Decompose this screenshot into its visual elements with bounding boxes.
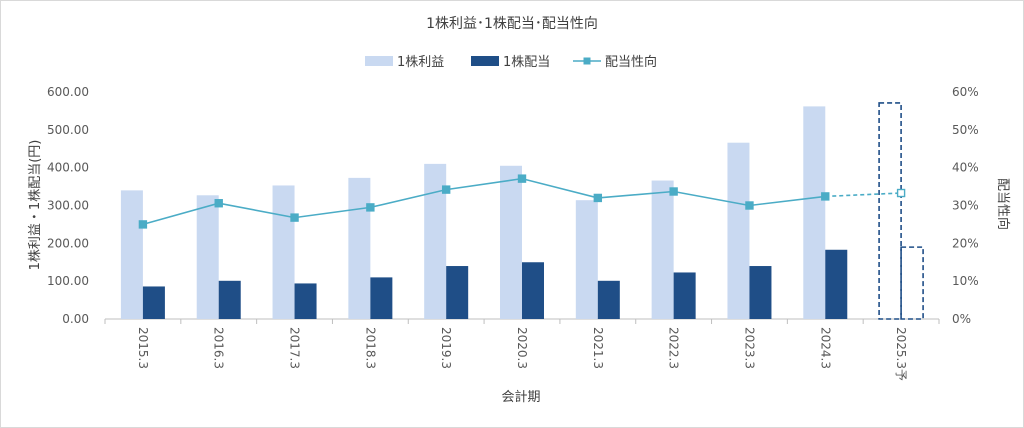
y2-tick-label: 50% [952, 123, 979, 137]
dividend-bar [142, 286, 165, 319]
ratio-forecast-segment [825, 192, 902, 198]
legend-swatch [365, 56, 393, 66]
x-tick-label: 2024.3 [818, 327, 832, 369]
axes [104, 318, 940, 324]
dividend-bar [446, 266, 469, 319]
dividend-bar [294, 283, 317, 319]
x-tick-label: 2025.3予 [894, 327, 908, 381]
eps-bar [348, 177, 371, 319]
dividend-bar [825, 249, 848, 319]
eps-bar [120, 190, 143, 319]
ratio-line [138, 174, 906, 229]
dividend-bar [673, 272, 696, 319]
legend-swatch [471, 56, 499, 66]
y-tick-label: 600.00 [47, 85, 89, 99]
ratio-point [138, 220, 148, 229]
y-tick-label: 0.00 [62, 312, 89, 326]
y2-tick-label: 20% [952, 236, 979, 250]
ratio-point [745, 201, 754, 210]
x-axis-title: 会計期 [501, 389, 540, 405]
dividend-bar [218, 280, 241, 319]
ratio-line-path [142, 177, 826, 226]
ratio-point [366, 203, 375, 212]
x-tick-label: 2016.3 [212, 327, 226, 369]
ratio-point [593, 193, 603, 203]
legend-label: 1株配当 [503, 55, 550, 70]
x-tick-label: 2022.3 [667, 327, 681, 369]
y2-tick-label: 0% [952, 312, 971, 326]
x-tick-label: 2021.3 [591, 327, 605, 369]
ratio-point [441, 185, 451, 194]
x-tick-label: 2019.3 [439, 327, 453, 369]
eps-bar [878, 102, 902, 320]
ratio-point [214, 199, 223, 208]
y-tick-label: 200.00 [47, 236, 89, 250]
y-tick-label: 300.00 [47, 199, 89, 213]
y-tick-label: 400.00 [47, 161, 89, 175]
y-tick-label: 100.00 [47, 274, 89, 288]
dividend-bar [370, 277, 393, 319]
y-tick-label: 500.00 [47, 123, 89, 137]
eps-bar [651, 180, 674, 319]
legend-label: 1株利益 [397, 55, 444, 70]
ratio-point [517, 174, 527, 183]
y2-tick-label: 40% [952, 161, 979, 175]
ratio-point [896, 188, 906, 198]
dividend-bar [900, 246, 924, 320]
dividend-bar [522, 262, 544, 319]
legend: 1株利益 1株配当 配当性向 [365, 54, 657, 70]
dividend-bar [597, 280, 620, 319]
bars [120, 102, 924, 320]
dividend-bar [749, 266, 772, 319]
eps-bar [500, 165, 522, 319]
ratio-point [821, 192, 830, 201]
x-tick-label: 2018.3 [363, 327, 377, 369]
y2-tick-label: 30% [952, 199, 979, 213]
y2-axis-title: 配当性向 [995, 178, 1011, 230]
eps-bar [424, 163, 447, 319]
eps-bar [196, 195, 219, 319]
x-tick-label: 2015.3 [136, 327, 150, 369]
eps-bar [575, 200, 598, 319]
x-tick-label: 2017.3 [288, 327, 302, 369]
legend-marker [583, 57, 591, 65]
y2-tick-label: 60% [952, 85, 979, 99]
chart-title: 1株利益･1株配当･配当性向 [426, 16, 598, 32]
ratio-point [290, 213, 299, 222]
eps-bar [272, 185, 295, 319]
x-tick-label: 2023.3 [742, 327, 756, 369]
legend-label: 配当性向 [605, 54, 657, 70]
tick-labels: 0.00 100.00 200.00 300.00 400.00 500.00 600.00… [47, 85, 979, 381]
ratio-point [669, 187, 678, 196]
x-tick-label: 2020.3 [515, 327, 529, 369]
eps-bar [727, 142, 750, 319]
eps-bar [803, 106, 826, 319]
y2-tick-label: 10% [952, 274, 979, 288]
y-axis-title: 1株利益・1株配当(円) [28, 140, 43, 271]
